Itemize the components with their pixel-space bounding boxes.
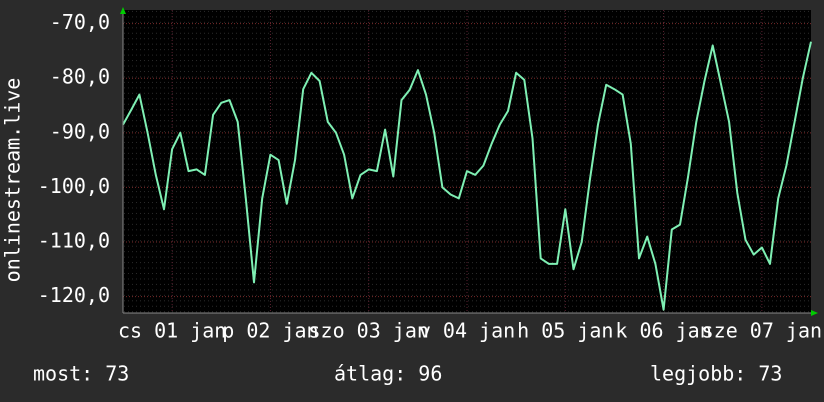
data-line xyxy=(122,41,812,311)
x-tick-label: k 06 jan xyxy=(615,319,711,343)
y-tick-label: -70,0 xyxy=(50,10,110,34)
footer-stat: legjobb: 73 xyxy=(650,362,782,386)
y-tick-label: -100,0 xyxy=(38,174,110,198)
footer-stat: most: 73 xyxy=(33,362,129,386)
y-tick-label: -120,0 xyxy=(38,283,110,307)
x-tick-label: h 05 jan xyxy=(517,319,613,343)
axis-arrow xyxy=(120,7,126,14)
y-tick-label: -90,0 xyxy=(50,119,110,143)
x-tick-label: v 04 jan xyxy=(419,319,515,343)
y-tick-label: -80,0 xyxy=(50,65,110,89)
x-tick-label: sze 07 jan xyxy=(702,319,822,343)
footer-stat: átlag: 96 xyxy=(334,362,442,386)
y-axis-label: onlinestream.live xyxy=(1,78,25,283)
x-tick-label: cs 01 jan xyxy=(118,319,226,343)
x-tick-label: p 02 jan xyxy=(222,319,318,343)
y-tick-label: -110,0 xyxy=(38,229,110,253)
x-tick-label: szo 03 jan xyxy=(309,319,429,343)
axis-arrow xyxy=(811,310,818,316)
